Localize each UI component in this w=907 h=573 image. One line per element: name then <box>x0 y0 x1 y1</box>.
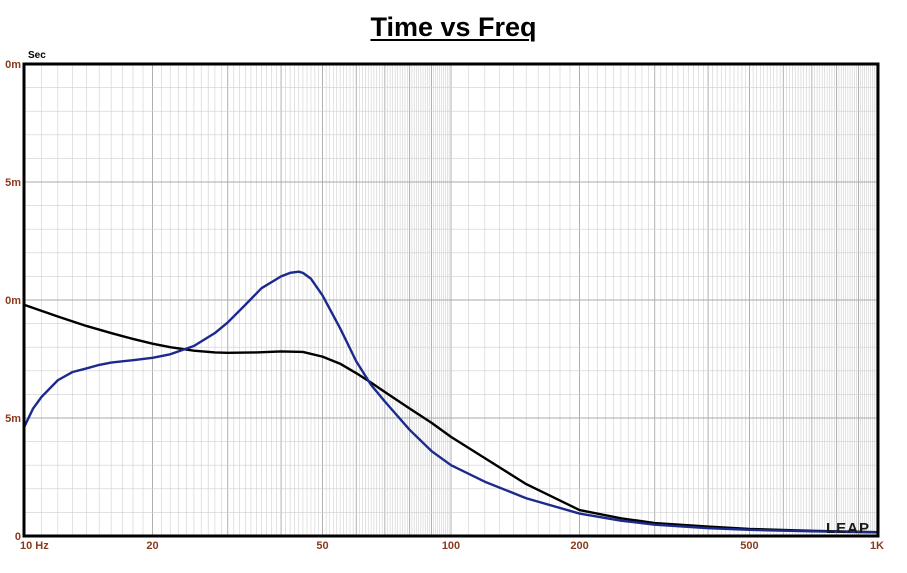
axis-layer: Sec LEAP <box>22 50 880 538</box>
series-line-2 <box>22 270 880 534</box>
x-tick-label: 200 <box>570 540 588 552</box>
y-axis-unit-label: Sec <box>28 50 46 61</box>
y-tick-label: 0m <box>5 59 21 71</box>
x-tick-label: 500 <box>740 540 758 552</box>
y-tick-label: 0 <box>15 531 21 543</box>
grid-layer <box>24 64 878 536</box>
y-tick-label: 5m <box>5 177 21 189</box>
watermark-logo: LEAP <box>826 520 870 537</box>
y-tick-label: 0m <box>5 295 21 307</box>
series-line-1 <box>22 303 880 534</box>
x-tick-label: 50 <box>316 540 328 552</box>
x-tick-label: 20 <box>146 540 158 552</box>
chart-title: Time vs Freq <box>370 12 537 42</box>
y-tick-label: 5m <box>5 413 21 425</box>
tick-layer: 0m 5m 0m 5m 010 Hz 20 50 100 200 500 1K <box>5 59 884 552</box>
x-tick-label: 100 <box>442 540 460 552</box>
series-layer <box>22 270 880 534</box>
plot-frame <box>22 62 880 538</box>
x-tick-label: 1K <box>870 540 884 552</box>
x-tick-label: 10 Hz <box>20 540 49 552</box>
